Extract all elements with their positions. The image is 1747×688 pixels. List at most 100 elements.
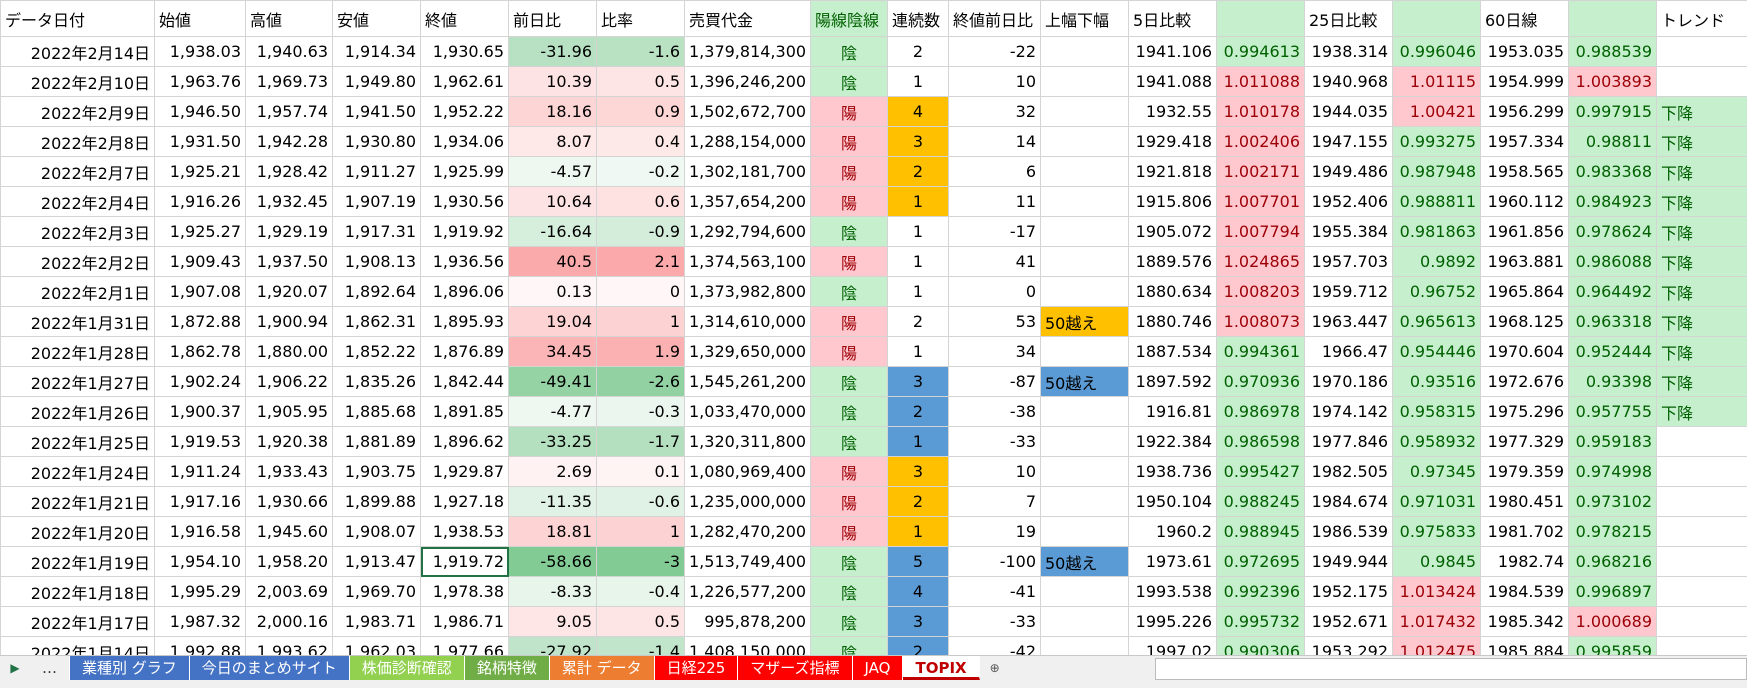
- cell[interactable]: 1: [888, 217, 949, 247]
- tab-label[interactable]: マザーズ指標: [750, 659, 839, 677]
- header-cell[interactable]: [1569, 1, 1657, 37]
- cell[interactable]: [1657, 517, 1747, 547]
- cell[interactable]: [1657, 487, 1747, 517]
- cell[interactable]: 0.988811: [1393, 187, 1481, 217]
- cell[interactable]: [1041, 577, 1129, 607]
- cell[interactable]: 19.04: [509, 307, 597, 337]
- cell[interactable]: 下降: [1657, 127, 1747, 157]
- cell[interactable]: 1,408,150,000: [685, 637, 811, 656]
- cell[interactable]: 1,934.06: [421, 127, 509, 157]
- cell[interactable]: -58.66: [509, 547, 597, 577]
- cell[interactable]: 0.93516: [1393, 367, 1481, 397]
- cell[interactable]: 1,314,610,000: [685, 307, 811, 337]
- cell[interactable]: 1,908.13: [333, 247, 421, 277]
- cell[interactable]: 2022年1月24日: [1, 457, 155, 487]
- cell[interactable]: 0.987948: [1393, 157, 1481, 187]
- cell[interactable]: [1041, 487, 1129, 517]
- cell[interactable]: 1,907.19: [333, 187, 421, 217]
- sheet-tab[interactable]: 銘柄特徴: [465, 656, 550, 680]
- cell[interactable]: 1880.634: [1129, 277, 1217, 307]
- cell[interactable]: 1938.314: [1305, 37, 1393, 67]
- cell[interactable]: 0.9845: [1393, 547, 1481, 577]
- cell[interactable]: 陰: [811, 277, 888, 307]
- cell[interactable]: 3: [888, 457, 949, 487]
- cell[interactable]: 1,905.95: [246, 397, 333, 427]
- cell[interactable]: 1,983.71: [333, 607, 421, 637]
- cell[interactable]: 1,969.73: [246, 67, 333, 97]
- tab-label[interactable]: 株価診断確認: [362, 659, 452, 677]
- cell[interactable]: 1,033,470,000: [685, 397, 811, 427]
- cell[interactable]: 1,896.62: [421, 427, 509, 457]
- cell[interactable]: 1,962.03: [333, 637, 421, 656]
- cell[interactable]: 1,282,470,200: [685, 517, 811, 547]
- sheet-tab[interactable]: …: [30, 656, 70, 680]
- cell[interactable]: 下降: [1657, 367, 1747, 397]
- cell[interactable]: 1,226,577,200: [685, 577, 811, 607]
- cell[interactable]: -16.64: [509, 217, 597, 247]
- cell[interactable]: 1984.674: [1305, 487, 1393, 517]
- cell[interactable]: 0.978215: [1569, 517, 1657, 547]
- sheet-tab[interactable]: 今日のまとめサイト: [190, 656, 350, 680]
- cell[interactable]: 2022年2月2日: [1, 247, 155, 277]
- cell[interactable]: 1,920.38: [246, 427, 333, 457]
- cell[interactable]: 0.973102: [1569, 487, 1657, 517]
- cell[interactable]: 1970.604: [1481, 337, 1569, 367]
- cell[interactable]: 2,000.16: [246, 607, 333, 637]
- cell[interactable]: 1,876.89: [421, 337, 509, 367]
- cell[interactable]: 陰: [811, 37, 888, 67]
- cell[interactable]: [1041, 517, 1129, 547]
- cell[interactable]: 0.986598: [1217, 427, 1305, 457]
- cell[interactable]: 1,903.75: [333, 457, 421, 487]
- cell[interactable]: 1968.125: [1481, 307, 1569, 337]
- cell[interactable]: 0.5: [597, 607, 685, 637]
- add-sheet-button[interactable]: ⊕: [980, 656, 1010, 680]
- cell[interactable]: 2,003.69: [246, 577, 333, 607]
- cell[interactable]: -0.9: [597, 217, 685, 247]
- cell[interactable]: 1982.505: [1305, 457, 1393, 487]
- cell[interactable]: 1,292,794,600: [685, 217, 811, 247]
- cell[interactable]: 2022年1月19日: [1, 547, 155, 577]
- cell[interactable]: [1041, 127, 1129, 157]
- cell[interactable]: -27.92: [509, 637, 597, 656]
- cell[interactable]: 0.959183: [1569, 427, 1657, 457]
- sheet-tab[interactable]: JAQ: [853, 656, 904, 680]
- cell[interactable]: 1,958.20: [246, 547, 333, 577]
- cell[interactable]: 1995.226: [1129, 607, 1217, 637]
- cell[interactable]: 1922.384: [1129, 427, 1217, 457]
- cell[interactable]: 1,962.61: [421, 67, 509, 97]
- cell[interactable]: 1916.81: [1129, 397, 1217, 427]
- cell[interactable]: 2022年1月28日: [1, 337, 155, 367]
- sheet-tab[interactable]: 累計 データ: [550, 656, 655, 680]
- cell[interactable]: 1985.884: [1481, 637, 1569, 656]
- cell[interactable]: 1,916.58: [155, 517, 246, 547]
- cell[interactable]: 2022年1月27日: [1, 367, 155, 397]
- cell[interactable]: 32: [949, 97, 1041, 127]
- cell[interactable]: 0.986088: [1569, 247, 1657, 277]
- cell[interactable]: 陰: [811, 427, 888, 457]
- cell[interactable]: -2.6: [597, 367, 685, 397]
- cell[interactable]: 1966.47: [1305, 337, 1393, 367]
- cell[interactable]: 1,925.27: [155, 217, 246, 247]
- cell[interactable]: 1,933.43: [246, 457, 333, 487]
- cell[interactable]: 0.992396: [1217, 577, 1305, 607]
- cell[interactable]: 1: [888, 517, 949, 547]
- cell[interactable]: 1880.746: [1129, 307, 1217, 337]
- cell[interactable]: 1980.451: [1481, 487, 1569, 517]
- cell[interactable]: 1.002406: [1217, 127, 1305, 157]
- cell[interactable]: 1952.175: [1305, 577, 1393, 607]
- cell[interactable]: 1941.106: [1129, 37, 1217, 67]
- cell[interactable]: 陽: [811, 337, 888, 367]
- cell[interactable]: 1.01115: [1393, 67, 1481, 97]
- cell[interactable]: 1,913.47: [333, 547, 421, 577]
- cell[interactable]: 0.986978: [1217, 397, 1305, 427]
- cell[interactable]: 0.988539: [1569, 37, 1657, 67]
- header-cell[interactable]: [1217, 1, 1305, 37]
- cell[interactable]: 1.024865: [1217, 247, 1305, 277]
- cell[interactable]: 1973.61: [1129, 547, 1217, 577]
- cell[interactable]: 1,954.10: [155, 547, 246, 577]
- cell[interactable]: 0.13: [509, 277, 597, 307]
- cell[interactable]: [1041, 67, 1129, 97]
- cell[interactable]: 10: [949, 67, 1041, 97]
- cell[interactable]: [1657, 607, 1747, 637]
- header-cell[interactable]: 終値前日比: [949, 1, 1041, 37]
